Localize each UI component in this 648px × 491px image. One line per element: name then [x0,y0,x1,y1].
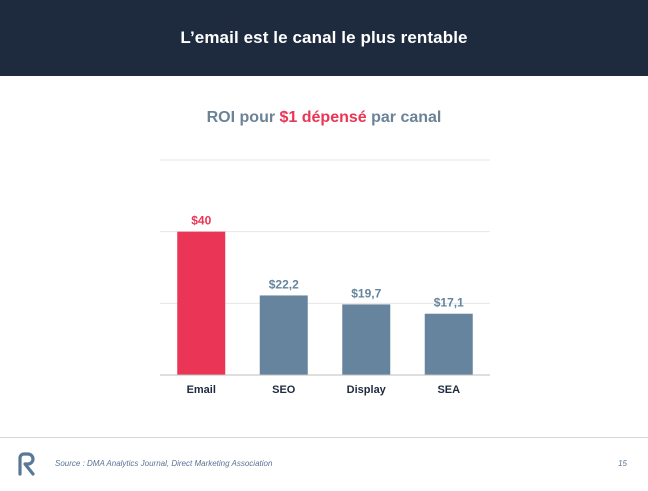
header-bar: L’email est le canal le plus rentable [0,0,648,76]
chart-title: ROI pour $1 dépensé par canal [0,109,648,127]
x-tick-label-sea: SEA [437,384,460,396]
data-label-display: $19,7 [351,286,381,300]
chart-title-suffix: par canal [366,109,442,126]
bar-display [342,304,391,375]
data-label-email: $40 [191,214,211,228]
bar-sea [424,313,473,375]
source-note: Source : DMA Analytics Journal, Direct M… [55,459,273,468]
x-tick-label-display: Display [347,384,387,396]
chart-title-highlight: $1 dépensé [279,109,367,126]
slide-title: L’email est le canal le plus rentable [180,28,468,47]
data-label-sea: $17,1 [434,296,464,310]
r-logo-icon [18,452,35,476]
data-label-seo: $22,2 [269,277,299,291]
footer-divider [0,437,648,438]
page-number: 15 [618,459,627,468]
x-tick-label-email: Email [187,384,216,396]
x-tick-label-seo: SEO [272,384,296,396]
bar-email [177,231,226,375]
chart-title-prefix: ROI pour [206,109,280,126]
bar-seo [259,295,308,375]
